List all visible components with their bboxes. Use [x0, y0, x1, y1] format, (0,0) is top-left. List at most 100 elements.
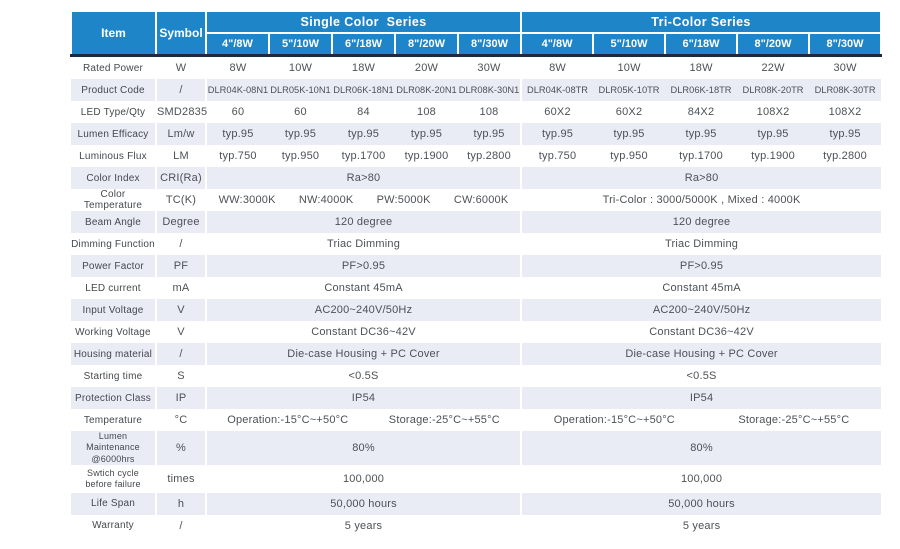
row-symbol: V — [156, 321, 207, 343]
row-symbol: V — [156, 299, 207, 321]
header-size-cell: 8"/30W — [808, 32, 883, 57]
value-cell: typ.95 — [809, 123, 882, 145]
merged-value-cell: Operation:-15°C~+50°C Storage:-25°C~+55°C — [521, 409, 882, 431]
merged-value-cell: 120 degree — [206, 211, 523, 233]
merged-value-cell: IP54 — [521, 387, 882, 409]
value-cell: typ.95 — [593, 123, 666, 145]
header-size-cell: 6"/18W — [331, 32, 396, 57]
spec-row: Lumen Maintenance @6000hrs% 80% 80% — [71, 431, 882, 465]
row-label: Temperature — [71, 409, 157, 431]
value-cell: typ.95 — [521, 123, 594, 145]
spec-row: Warranty/5 years 5 years — [71, 514, 882, 537]
value-cell: 20W — [395, 55, 458, 79]
value-cell: DLR04K-08N1 — [206, 79, 269, 101]
value-cell: 108 — [395, 101, 458, 123]
merged-value-cell: <0.5S — [206, 365, 523, 387]
spec-row: Starting time S <0.5S <0.5S — [71, 365, 882, 387]
header-size-cell: 8"/20W — [736, 32, 811, 57]
value-cell: typ.950 — [269, 145, 332, 167]
merged-value-cell: WW:3000K NW:4000K PW:5000K CW:6000K — [206, 189, 523, 211]
merged-value-cell: Die-case Housing + PC Cover — [206, 343, 523, 365]
header-item: Item — [70, 10, 157, 57]
value-cell: 8W — [206, 55, 269, 79]
row-label: Power Factor — [71, 255, 157, 277]
merged-value-cell: Die-case Housing + PC Cover — [521, 343, 882, 365]
spec-row: Life Span h 50,000 hours 50,000 hours — [71, 492, 882, 515]
spec-row: Color Index CRI(Ra) Ra>80 Ra>80 — [71, 167, 882, 189]
value-cell: typ.95 — [269, 123, 332, 145]
row-symbol: TC(K) — [156, 189, 207, 211]
merged-value-cell: 5 years — [206, 514, 523, 537]
spec-row: LED current mA Constant 45mA Constant 45mA — [71, 277, 882, 299]
row-label: LED Type/Qty — [71, 101, 157, 123]
value-cell: 10W — [593, 55, 666, 79]
value-cell: typ.1900 — [395, 145, 458, 167]
row-symbol: / — [156, 79, 207, 101]
row-label: Swtich cycle before failure — [71, 464, 157, 493]
row-symbol: times — [156, 464, 207, 493]
value-cell: typ.1700 — [665, 145, 738, 167]
row-label: Input Voltage — [71, 299, 157, 321]
row-label: Lumen Maintenance @6000hrs — [71, 431, 157, 465]
value-cell: typ.1700 — [332, 145, 395, 167]
value-cell: 60 — [206, 101, 269, 123]
value-cell: DLR08K-30TR — [809, 79, 882, 101]
merged-value-cell: AC200~240V/50Hz — [521, 299, 882, 321]
row-symbol: S — [156, 365, 207, 387]
value-cell: 10W — [269, 55, 332, 79]
value-cell: 60 — [269, 101, 332, 123]
spread-value: Operation:-15°C~+50°C — [227, 414, 349, 426]
spread-value: CW:6000K — [453, 194, 509, 206]
merged-value-cell: Triac Dimming — [206, 233, 523, 255]
value-cell: DLR06K-18N1 — [332, 79, 395, 101]
spec-row: LED Type/Qty SMD2835 60 60 84 108 108 60X2 60X2 8… — [71, 101, 882, 123]
spec-row: Temperature °C Operation:-15°C~+50°C Storag… — [71, 409, 882, 431]
row-symbol: / — [156, 233, 207, 255]
merged-value-cell: AC200~240V/50Hz — [206, 299, 523, 321]
header-size-cell: 8"/20W — [394, 32, 459, 57]
row-label: Warranty — [71, 514, 157, 537]
value-cell: 18W — [332, 55, 395, 79]
header-row-sizes: 4"/8W 5"/10W 6"/18W 8"/20W 8"/30W 4"/8W … — [71, 32, 883, 57]
value-cell: typ.95 — [206, 123, 269, 145]
value-cell: typ.95 — [458, 123, 523, 145]
row-symbol: W — [156, 55, 207, 79]
header-size-cell: 6"/18W — [664, 32, 739, 57]
merged-value-cell: Operation:-15°C~+50°C Storage:-25°C~+55°C — [206, 409, 523, 431]
spec-row: Power Factor PF PF>0.95 PF>0.95 — [71, 255, 882, 277]
row-symbol: CRI(Ra) — [156, 167, 207, 189]
merged-value-cell: 100,000 — [206, 464, 523, 493]
merged-value-cell: Constant DC36~42V — [206, 321, 523, 343]
row-label: Starting time — [71, 365, 157, 387]
value-cell: 108 — [458, 101, 523, 123]
spec-row: Input Voltage V AC200~240V/50Hz AC200~240V/… — [71, 299, 882, 321]
row-label: Working Voltage — [71, 321, 157, 343]
merged-value-cell: Ra>80 — [206, 167, 523, 189]
row-label: Lumen Efficacy — [71, 123, 157, 145]
value-cell: DLR04K-08TR — [521, 79, 594, 101]
value-cell: DLR06K-18TR — [665, 79, 738, 101]
value-cell: DLR08K-20N1 — [395, 79, 458, 101]
row-symbol: / — [156, 343, 207, 365]
value-cell: 30W — [458, 55, 523, 79]
value-cell: typ.2800 — [458, 145, 523, 167]
spec-row: Product Code / DLR04K-08N1 DLR05K-10N1 DLR06… — [71, 79, 882, 101]
spread-value: Storage:-25°C~+55°C — [388, 414, 500, 426]
value-cell: 84 — [332, 101, 395, 123]
merged-value-cell: 100,000 — [521, 464, 882, 493]
row-symbol: Lm/w — [156, 123, 207, 145]
header-size-cell: 8"/30W — [456, 32, 523, 57]
header-size-cell: 4"/8W — [520, 32, 595, 57]
spec-row: Color Temperature TC(K) WW:3000K NW:4000K PW… — [71, 189, 882, 211]
row-label: Dimming Function — [71, 233, 157, 255]
row-label: Life Span — [71, 492, 157, 515]
value-cell: DLR08K-30N1 — [458, 79, 523, 101]
merged-value-cell: PF>0.95 — [206, 255, 523, 277]
merged-value-cell: <0.5S — [521, 365, 882, 387]
spec-row: Housing material / Die-case Housing + PC C… — [71, 343, 882, 365]
merged-value-cell: 120 degree — [521, 211, 882, 233]
value-cell: 22W — [737, 55, 810, 79]
row-symbol: mA — [156, 277, 207, 299]
header-tri-color-series: Tri-Color Series — [520, 10, 883, 34]
merged-value-cell: 50,000 hours — [521, 492, 882, 515]
